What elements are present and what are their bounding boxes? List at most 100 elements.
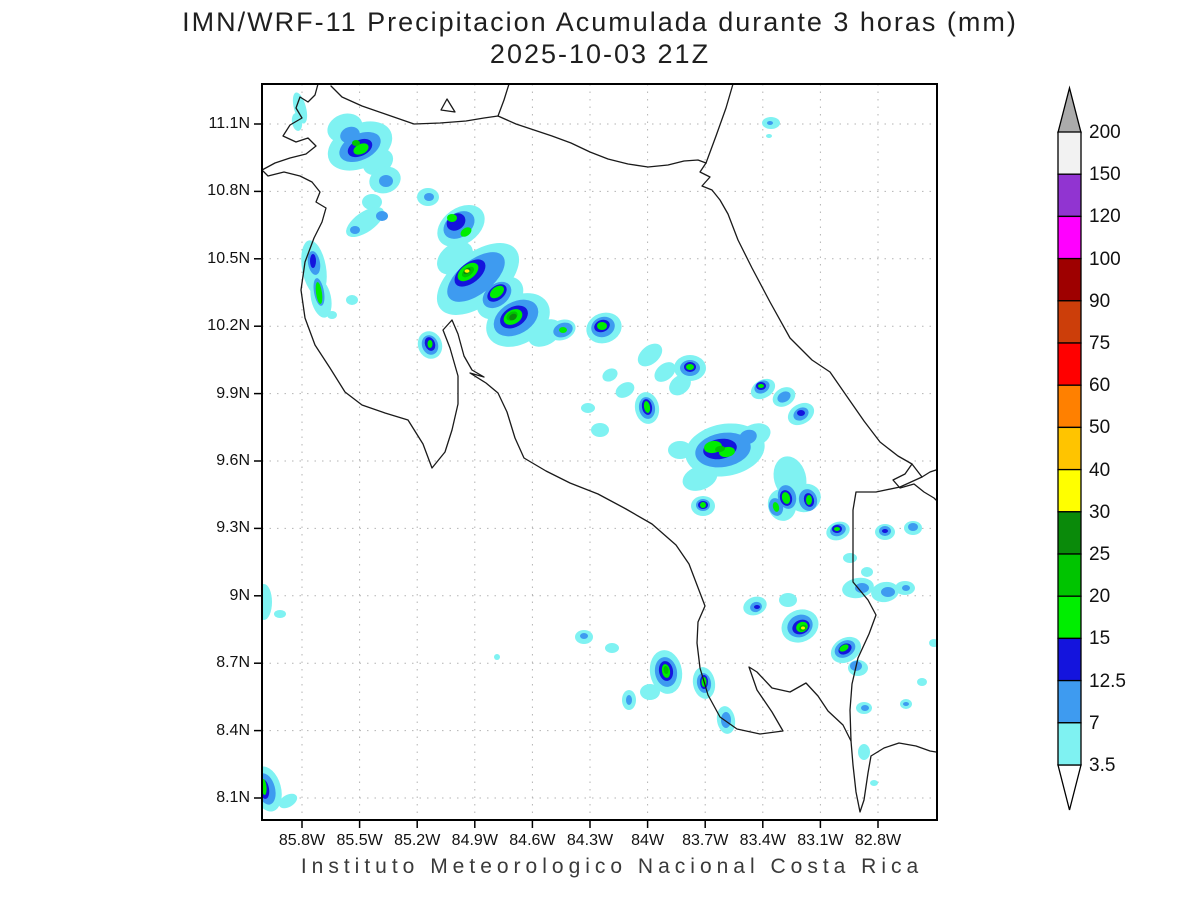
lat-tick-label: 9.9N bbox=[216, 384, 250, 402]
colorbar-box bbox=[1057, 426, 1082, 471]
precip-cell-15mm bbox=[447, 214, 457, 222]
panama-caribbean-coastline bbox=[892, 463, 937, 501]
colorbar-box bbox=[1057, 342, 1082, 386]
colorbar-level-label: 25 bbox=[1089, 544, 1111, 565]
precipitation-shading bbox=[262, 92, 937, 812]
precip-cell-3.5mm bbox=[278, 793, 298, 809]
precip-cell-12.5mm bbox=[882, 529, 888, 533]
precip-cell-7mm bbox=[881, 587, 895, 597]
precip-cell-15mm bbox=[489, 285, 505, 299]
precip-cell-3.5mm bbox=[779, 593, 797, 607]
colorbar-level-label: 12.5 bbox=[1089, 670, 1126, 692]
colorbar-level-label: 3.5 bbox=[1089, 755, 1116, 776]
precip-cell-7mm bbox=[350, 226, 360, 234]
precip-cell-7mm bbox=[739, 429, 757, 445]
precip-cell-3.5mm bbox=[640, 684, 660, 700]
precip-cell-15mm bbox=[315, 282, 323, 304]
precip-cell-3.5mm bbox=[581, 403, 595, 413]
precip-cell-7mm bbox=[855, 583, 869, 593]
colorbar-box bbox=[1057, 131, 1082, 175]
colorbar-level-label: 15 bbox=[1089, 628, 1111, 650]
precip-cell-3.5mm bbox=[494, 654, 500, 660]
precip-cell-7mm bbox=[580, 633, 588, 639]
precip-cell-15mm bbox=[597, 322, 607, 330]
precip-cell-15mm bbox=[353, 143, 369, 155]
precip-cell-7mm bbox=[767, 121, 773, 125]
plot-border bbox=[261, 83, 938, 821]
colorbar-box bbox=[1057, 215, 1082, 260]
precip-cell-3.5mm bbox=[654, 362, 676, 382]
precip-cell-15mm bbox=[643, 401, 651, 413]
precip-cell-30mm bbox=[801, 626, 805, 630]
precip-cell-3.5mm bbox=[327, 311, 337, 319]
lake-island bbox=[440, 98, 456, 113]
precip-cell-3.5mm bbox=[274, 610, 286, 618]
san-juan-river-border bbox=[497, 115, 707, 168]
costa-rica-pacific-coastline bbox=[262, 84, 937, 813]
precip-cell-7mm bbox=[340, 126, 360, 144]
precip-cell-20mm bbox=[715, 445, 725, 453]
precip-cell-3.5mm bbox=[929, 639, 937, 647]
precip-cell-3.5mm bbox=[637, 343, 663, 367]
precip-cell-3.5mm bbox=[682, 465, 718, 491]
lat-tick-label: 11.1N bbox=[208, 115, 250, 132]
precip-cell-3.5mm bbox=[346, 295, 358, 305]
precip-cell-30mm bbox=[464, 269, 470, 273]
chart-title-block: IMN/WRF-11 Precipitacion Acumulada duran… bbox=[0, 6, 1200, 70]
lon-tick-label: 84.3W bbox=[566, 832, 614, 849]
lon-tick-label: 83.7W bbox=[682, 832, 729, 849]
colorbar-box bbox=[1057, 511, 1082, 555]
colorbar-box bbox=[1057, 679, 1082, 724]
precip-cell-15mm bbox=[758, 384, 764, 388]
precip-cell-3.5mm bbox=[605, 643, 619, 653]
precip-cell-7mm bbox=[777, 391, 791, 403]
precip-cell-7mm bbox=[903, 702, 909, 706]
axis-ticks bbox=[254, 123, 879, 828]
lon-tick-label: 85.8W bbox=[278, 832, 326, 849]
lat-tick-label: 8.4N bbox=[216, 721, 250, 739]
lat-tick-label: 10.5N bbox=[207, 249, 250, 267]
precip-cell-3.5mm bbox=[668, 441, 692, 459]
precip-cell-15mm bbox=[781, 492, 791, 504]
lon-tick-label: 83.1W bbox=[797, 832, 844, 849]
colorbar-level-label: 60 bbox=[1089, 375, 1111, 397]
lat-tick-label: 8.1N bbox=[216, 789, 250, 806]
precip-cell-3.5mm bbox=[917, 678, 927, 686]
lat-tick-label: 9N bbox=[229, 586, 250, 604]
precip-cell-15mm bbox=[427, 340, 433, 348]
colorbar-level-label: 30 bbox=[1089, 501, 1111, 523]
precip-cell-3.5mm bbox=[615, 382, 635, 398]
colorbar-level-label: 20 bbox=[1089, 586, 1111, 608]
coastline-layer bbox=[262, 84, 937, 813]
colorbar-level-label: 100 bbox=[1089, 248, 1121, 270]
nicaragua-caribbean-coastline bbox=[705, 84, 734, 164]
colorbar-box bbox=[1057, 553, 1082, 597]
precip-cell-7mm bbox=[379, 175, 393, 187]
lon-tick-label: 85.2W bbox=[394, 832, 441, 849]
precip-cell-3.5mm bbox=[291, 113, 303, 131]
precip-cell-7mm bbox=[902, 585, 910, 591]
precip-cell-3.5mm bbox=[766, 134, 772, 138]
precip-cell-3.5mm bbox=[870, 780, 878, 786]
precip-cell-15mm bbox=[839, 644, 849, 652]
lon-tick-label: 84W bbox=[631, 832, 665, 849]
chart-title: IMN/WRF-11 Precipitacion Acumulada duran… bbox=[182, 7, 1018, 37]
colorbar-box bbox=[1057, 300, 1082, 344]
colorbar bbox=[1057, 85, 1082, 811]
precip-cell-25mm bbox=[509, 313, 517, 321]
precip-cell-12.5mm bbox=[797, 410, 805, 416]
lon-tick-label: 84.6W bbox=[509, 832, 556, 849]
colorbar-box bbox=[1057, 257, 1082, 302]
precip-cell-15mm bbox=[559, 327, 567, 333]
colorbar-level-label: 75 bbox=[1089, 333, 1111, 354]
colorbar-box bbox=[1057, 384, 1082, 429]
precip-cell-7mm bbox=[861, 705, 869, 711]
colorbar-box bbox=[1057, 637, 1082, 682]
colorbar-under-arrow bbox=[1057, 764, 1082, 811]
colorbar-box bbox=[1057, 173, 1082, 218]
colorbar-level-label: 40 bbox=[1089, 459, 1111, 481]
precip-cell-7mm bbox=[626, 695, 632, 705]
lat-tick-label: 9.3N bbox=[216, 519, 250, 537]
